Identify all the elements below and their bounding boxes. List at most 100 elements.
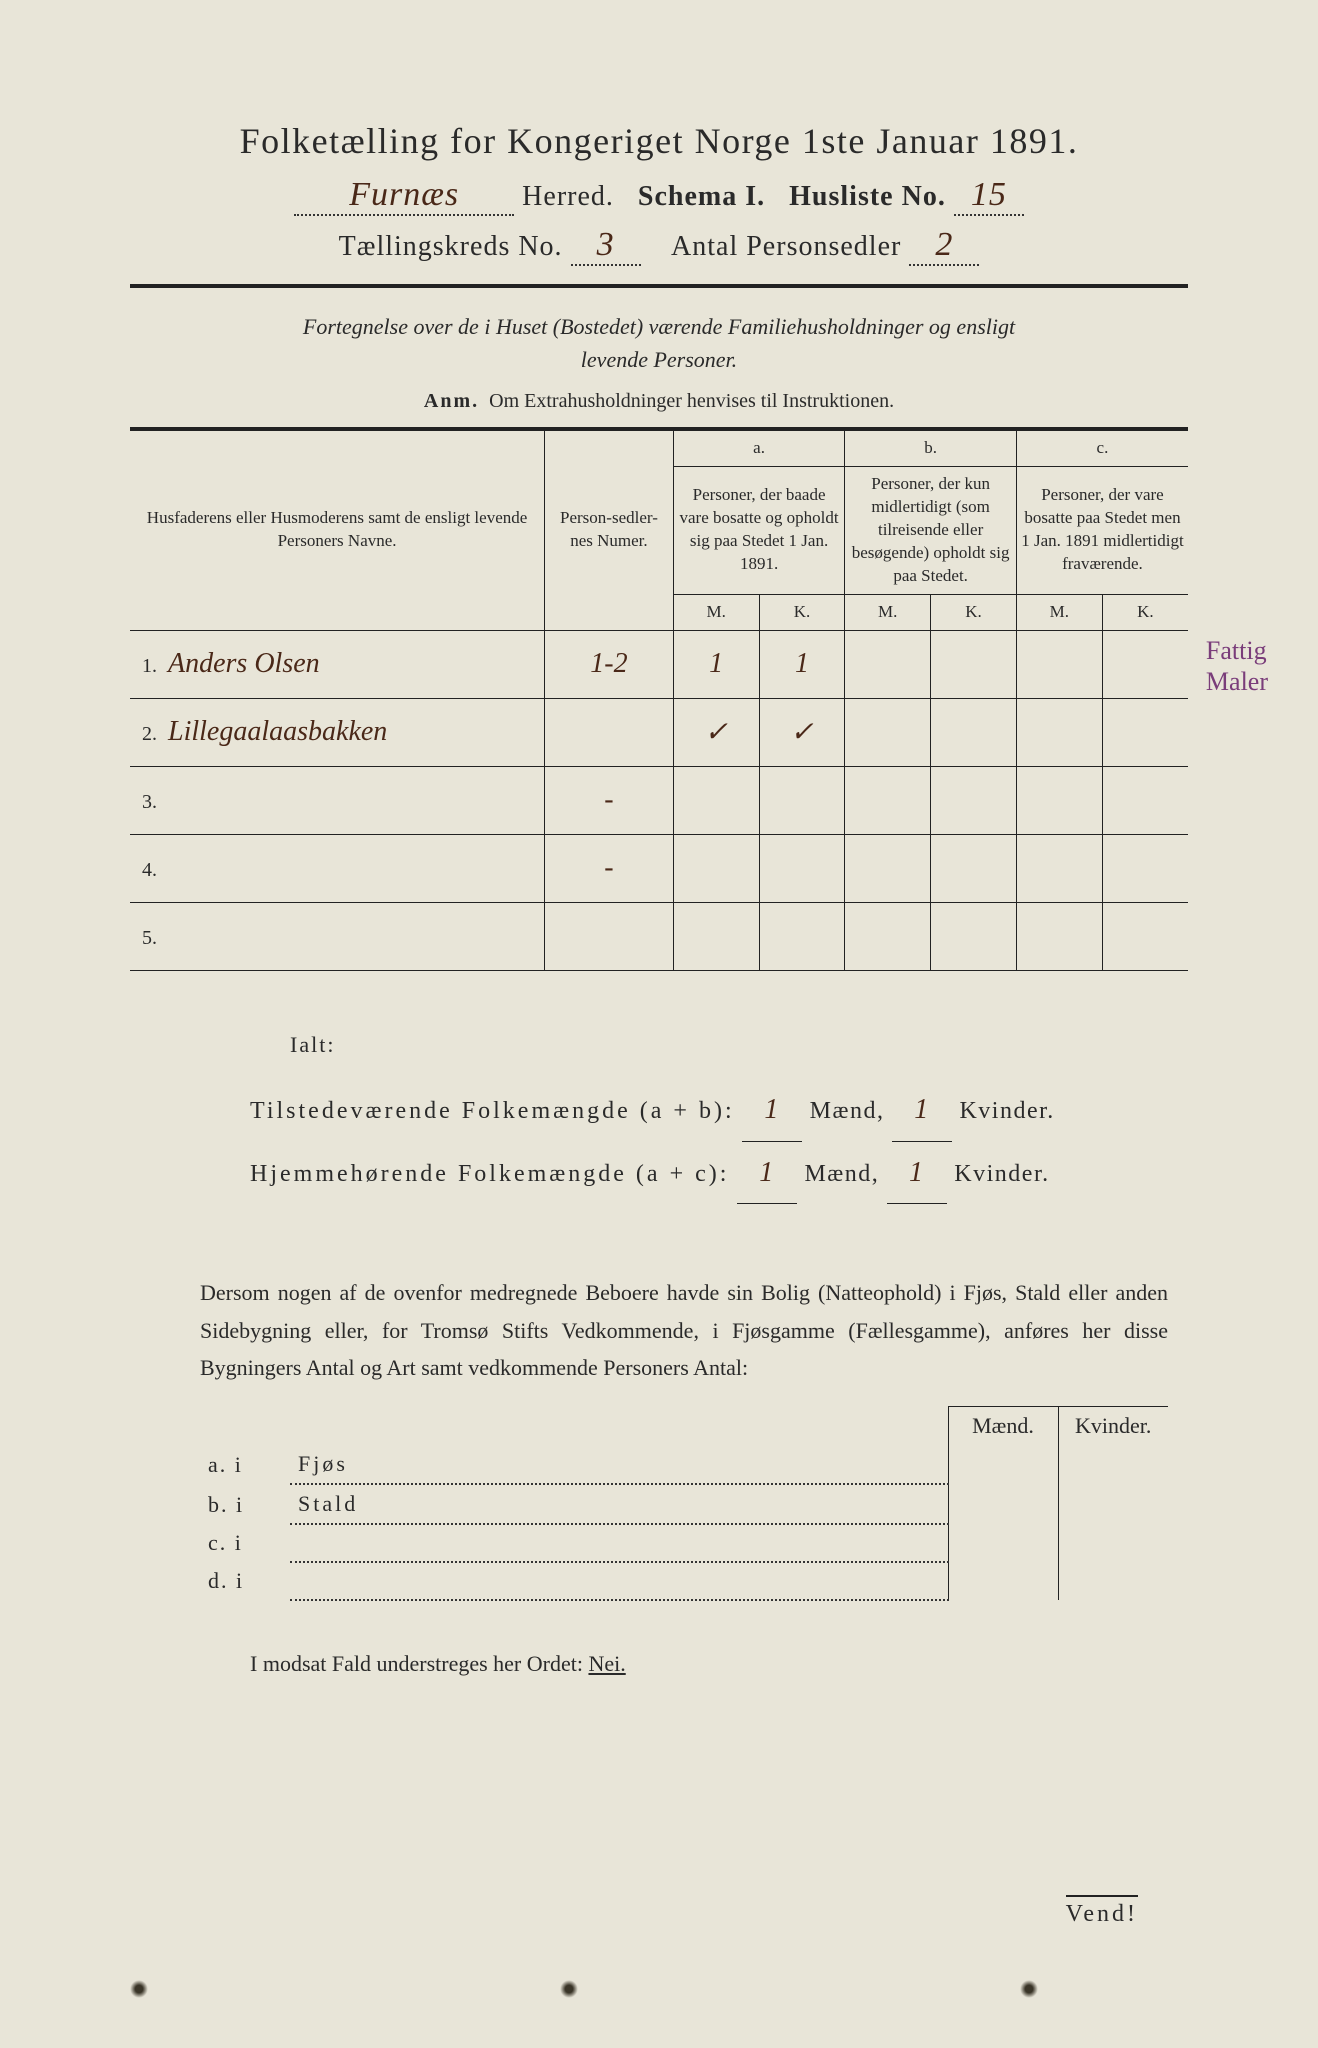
row-num: 1. Anders Olsen xyxy=(130,630,545,698)
table-row: 4. - xyxy=(130,834,1188,902)
margin-note-2: Maler xyxy=(1206,667,1268,696)
row-c-k xyxy=(1102,766,1188,834)
building-m xyxy=(948,1562,1058,1600)
anm-line: Anm. Om Extrahusholdninger henvises til … xyxy=(130,390,1188,413)
hjemme-m: 1 xyxy=(737,1142,797,1205)
building-k xyxy=(1058,1445,1168,1484)
row-b-m xyxy=(845,834,931,902)
tilstede-m: 1 xyxy=(742,1079,802,1142)
building-k xyxy=(1058,1562,1168,1600)
punch-hole-icon xyxy=(130,1980,148,1998)
header-line-2: Furnæs Herred. Schema I. Husliste No. 15 xyxy=(130,176,1188,216)
row-a-k xyxy=(759,902,845,970)
main-table: Husfaderens eller Husmoderens samt de en… xyxy=(130,427,1188,971)
header-block: Folketælling for Kongeriget Norge 1ste J… xyxy=(130,120,1188,266)
row-c-m xyxy=(1016,698,1102,766)
col-a-text: Personer, der baade vare bosatte og opho… xyxy=(673,466,845,594)
row-name: Anders Olsen xyxy=(162,648,320,679)
nei-line: I modsat Fald understreges her Ordet: Ne… xyxy=(130,1651,1188,1677)
building-row: c. i xyxy=(200,1524,1168,1562)
row-b-k xyxy=(931,630,1017,698)
row-personsedler: - xyxy=(545,834,674,902)
col-a-label: a. xyxy=(673,429,845,466)
row-a-m xyxy=(673,766,759,834)
kvinder-1: Kvinder. xyxy=(959,1098,1054,1124)
building-text: Stald xyxy=(290,1484,948,1524)
subtitle: Fortegnelse over de i Huset (Bostedet) v… xyxy=(130,310,1188,376)
census-form-page: Folketælling for Kongeriget Norge 1ste J… xyxy=(80,60,1238,1988)
row-c-k xyxy=(1102,902,1188,970)
building-label: a. i xyxy=(200,1445,290,1484)
hjemme-row: Hjemmehørende Folkemængde (a + c): 1 Mæn… xyxy=(250,1142,1188,1205)
row-name xyxy=(157,920,163,951)
b-maend-header: Mænd. xyxy=(948,1407,1058,1446)
table-row: 5. xyxy=(130,902,1188,970)
vend-label: Vend! xyxy=(1066,1895,1138,1928)
row-b-k xyxy=(931,834,1017,902)
instructions-paragraph: Dersom nogen af de ovenfor medregnede Be… xyxy=(130,1274,1188,1386)
row-name: Lillegaalaasbakken xyxy=(162,716,387,747)
building-m xyxy=(948,1445,1058,1484)
table-row: 2. Lillegaalaasbakken✓✓ xyxy=(130,698,1188,766)
nei-text: I modsat Fald understreges her Ordet: xyxy=(250,1651,583,1676)
row-c-m xyxy=(1016,630,1102,698)
building-text xyxy=(290,1524,948,1562)
building-row: a. iFjøs xyxy=(200,1445,1168,1484)
row-a-m xyxy=(673,834,759,902)
row-b-k xyxy=(931,698,1017,766)
row-num: 3. xyxy=(130,766,545,834)
main-title: Folketælling for Kongeriget Norge 1ste J… xyxy=(130,120,1188,162)
kvinder-2: Kvinder. xyxy=(954,1161,1049,1187)
row-a-k xyxy=(759,834,845,902)
col-b-label: b. xyxy=(845,429,1017,466)
col-a-k: K. xyxy=(759,594,845,630)
row-c-m xyxy=(1016,834,1102,902)
antal-label: Antal Personsedler xyxy=(671,231,901,262)
hjemme-k: 1 xyxy=(887,1142,947,1205)
building-text xyxy=(290,1562,948,1600)
tilstede-row: Tilstedeværende Folkemængde (a + b): 1 M… xyxy=(250,1079,1188,1142)
row-personsedler: 1-2 xyxy=(545,630,674,698)
margin-note-1: Fattig xyxy=(1206,636,1267,665)
row-personsedler xyxy=(545,902,674,970)
row-c-k xyxy=(1102,834,1188,902)
row-num: 4. xyxy=(130,834,545,902)
row-num: 2. Lillegaalaasbakken xyxy=(130,698,545,766)
antal-no: 2 xyxy=(909,226,979,266)
building-label: d. i xyxy=(200,1562,290,1600)
col-names-header: Husfaderens eller Husmoderens samt de en… xyxy=(130,429,545,630)
row-num: 5. xyxy=(130,902,545,970)
col-c-k: K. xyxy=(1102,594,1188,630)
col-a-m: M. xyxy=(673,594,759,630)
subtitle-line2: levende Personer. xyxy=(581,347,737,372)
row-personsedler xyxy=(545,698,674,766)
maend-1: Mænd, xyxy=(810,1098,885,1124)
col-num-header: Person-sedler-nes Numer. xyxy=(545,429,674,630)
row-c-k xyxy=(1102,630,1188,698)
buildings-table: Mænd. Kvinder. a. iFjøsb. iStaldc. id. i xyxy=(200,1406,1168,1601)
b-kvinder-header: Kvinder. xyxy=(1058,1407,1168,1446)
tilstede-label: Tilstedeværende Folkemængde (a + b): xyxy=(250,1098,735,1124)
kreds-label: Tællingskreds No. xyxy=(339,231,563,262)
row-a-m xyxy=(673,902,759,970)
margin-note: Fattig Maler xyxy=(1206,635,1268,697)
row-b-k xyxy=(931,902,1017,970)
building-k xyxy=(1058,1524,1168,1562)
herred-label: Herred. xyxy=(522,181,614,212)
husliste-label: Husliste No. xyxy=(789,181,946,212)
col-c-label: c. xyxy=(1016,429,1188,466)
building-m xyxy=(948,1524,1058,1562)
anm-text: Om Extrahusholdninger henvises til Instr… xyxy=(489,390,894,412)
herred-field: Furnæs xyxy=(294,176,514,216)
kreds-no: 3 xyxy=(571,226,641,266)
punch-hole-icon xyxy=(1020,1980,1038,1998)
hjemme-label: Hjemmehørende Folkemængde (a + c): xyxy=(250,1161,729,1187)
totals-block: Ialt: Tilstedeværende Folkemængde (a + b… xyxy=(130,1021,1188,1205)
row-name xyxy=(157,852,163,883)
col-b-m: M. xyxy=(845,594,931,630)
col-c-text: Personer, der vare bosatte paa Stedet me… xyxy=(1016,466,1188,594)
building-row: d. i xyxy=(200,1562,1168,1600)
ialt-label: Ialt: xyxy=(250,1021,1188,1069)
row-a-k xyxy=(759,766,845,834)
row-a-m: 1 xyxy=(673,630,759,698)
